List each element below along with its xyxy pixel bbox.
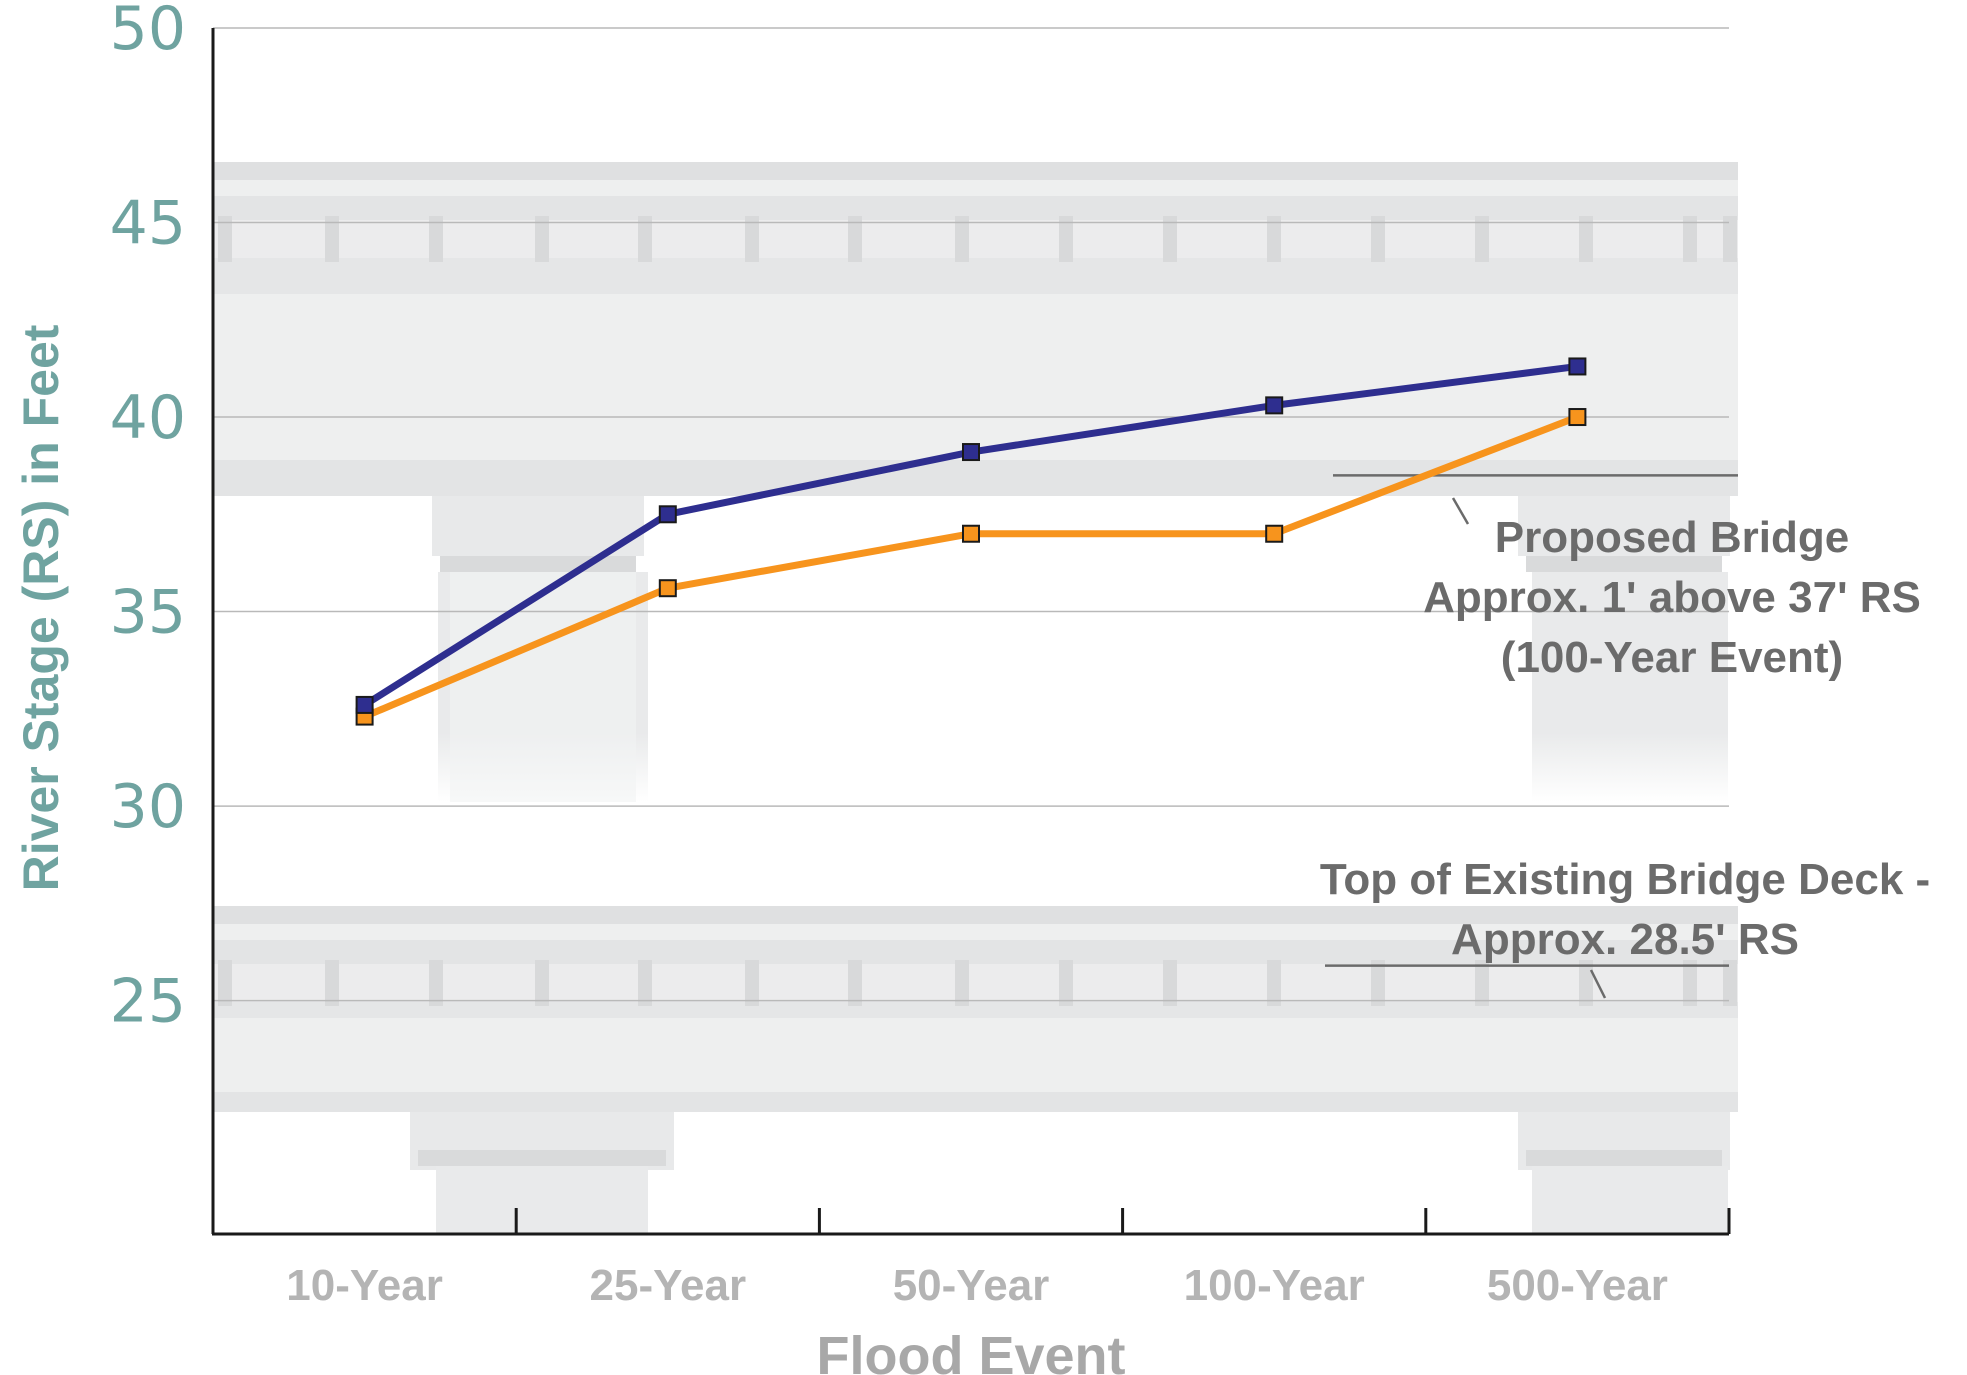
y-tick-label: 30 bbox=[110, 772, 186, 842]
grid-lines bbox=[213, 27, 1729, 1002]
data-point bbox=[658, 579, 677, 598]
data-point bbox=[1265, 396, 1284, 415]
leader-line bbox=[1451, 497, 1470, 525]
data-point bbox=[962, 443, 980, 462]
data-point bbox=[1568, 357, 1587, 376]
x-tick-label: 10-Year bbox=[286, 1261, 443, 1310]
x-tick-labels: 10-Year 25-Year 50-Year 100-Year 500-Year bbox=[286, 1261, 1668, 1310]
data-point bbox=[1265, 524, 1284, 543]
x-tick-label: 100-Year bbox=[1184, 1261, 1365, 1310]
x-tick-label: 50-Year bbox=[893, 1261, 1050, 1310]
reference-lines bbox=[1325, 474, 1738, 999]
annotation-text: Approx. 28.5' RS bbox=[1451, 915, 1799, 964]
data-point bbox=[658, 505, 677, 524]
leader-line bbox=[1589, 969, 1607, 999]
data-point bbox=[962, 524, 980, 543]
data-point bbox=[1568, 408, 1587, 427]
y-tick-label: 40 bbox=[110, 383, 186, 453]
x-axis-title: Flood Event bbox=[817, 1326, 1126, 1375]
annotation-text: Top of Existing Bridge Deck - bbox=[1320, 855, 1930, 904]
y-tick-label: 25 bbox=[110, 967, 186, 1037]
proposed-bridge-illustration bbox=[213, 162, 1738, 802]
x-tick-label: 500-Year bbox=[1487, 1261, 1668, 1310]
annotations: Proposed Bridge Approx. 1' above 37' RS (1… bbox=[1320, 513, 1930, 964]
annotation-text: Proposed Bridge bbox=[1495, 513, 1850, 562]
annotation-text: Approx. 1' above 37' RS bbox=[1423, 573, 1921, 622]
y-tick-label: 45 bbox=[110, 189, 186, 259]
annotation-text: (100-Year Event) bbox=[1501, 633, 1843, 682]
existing-bridge-illustration bbox=[213, 906, 1738, 1234]
y-tick-label: 35 bbox=[110, 578, 186, 648]
y-axis-title: River Stage (RS) in Feet bbox=[13, 324, 69, 891]
x-tick-label: 25-Year bbox=[590, 1261, 747, 1310]
data-series bbox=[355, 357, 1587, 726]
y-tick-labels: 25 30 35 40 45 50 bbox=[110, 0, 186, 1037]
y-tick-label: 50 bbox=[110, 0, 186, 64]
x-tick-marks bbox=[514, 1208, 1731, 1234]
data-point bbox=[355, 695, 374, 714]
bridge-illustration bbox=[213, 162, 1738, 1234]
